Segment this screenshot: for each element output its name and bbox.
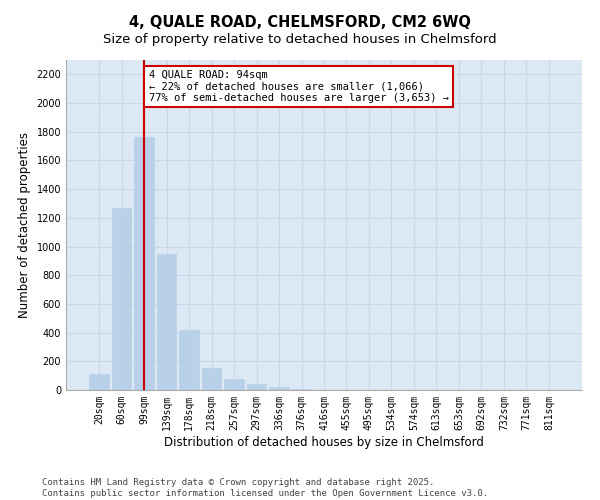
Y-axis label: Number of detached properties: Number of detached properties xyxy=(18,132,31,318)
Bar xyxy=(134,138,154,390)
Bar xyxy=(112,208,131,390)
X-axis label: Distribution of detached houses by size in Chelmsford: Distribution of detached houses by size … xyxy=(164,436,484,448)
Bar xyxy=(179,330,199,390)
Text: 4, QUALE ROAD, CHELMSFORD, CM2 6WQ: 4, QUALE ROAD, CHELMSFORD, CM2 6WQ xyxy=(129,15,471,30)
Bar xyxy=(247,384,266,390)
Bar xyxy=(224,379,244,390)
Bar xyxy=(269,387,289,390)
Text: Size of property relative to detached houses in Chelmsford: Size of property relative to detached ho… xyxy=(103,32,497,46)
Text: 4 QUALE ROAD: 94sqm
← 22% of detached houses are smaller (1,066)
77% of semi-det: 4 QUALE ROAD: 94sqm ← 22% of detached ho… xyxy=(149,70,449,103)
Bar xyxy=(89,374,109,390)
Text: Contains HM Land Registry data © Crown copyright and database right 2025.
Contai: Contains HM Land Registry data © Crown c… xyxy=(42,478,488,498)
Bar xyxy=(157,254,176,390)
Bar xyxy=(202,368,221,390)
